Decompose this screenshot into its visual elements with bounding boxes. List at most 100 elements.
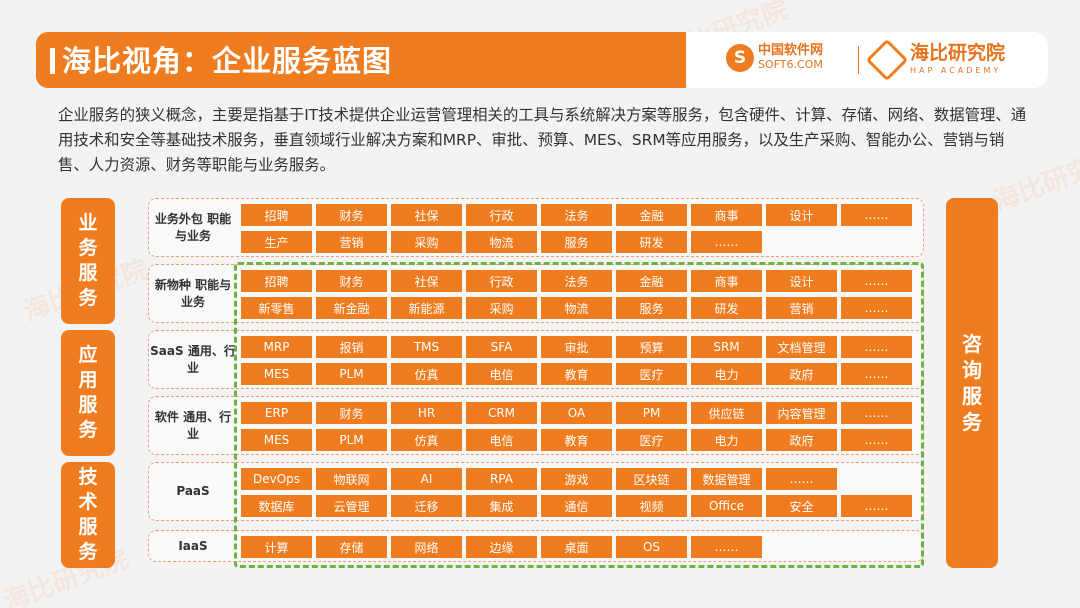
- cell-line: MES PLM 仿真 电信 教育 医疗 电力 政府……: [241, 429, 916, 451]
- service-row: SaaS 通用、行业 MRP 报销 TMS SFA 审批 预算 SRM 文档管理…… MES PLM…: [148, 330, 924, 389]
- service-cell: 边缘: [466, 536, 537, 558]
- service-cell: 内容管理: [766, 402, 837, 424]
- service-cell: 采购: [466, 297, 537, 319]
- service-cell: 报销: [316, 336, 387, 358]
- service-cell: 医疗: [616, 363, 687, 385]
- sidebar-label: 技术服务: [78, 466, 98, 563]
- service-cell: 研发: [616, 231, 687, 253]
- service-cell: ……: [841, 429, 912, 451]
- cell-line: 招聘 财务 社保 行政 法务 金融 商事 设计……: [241, 270, 916, 292]
- service-cell: 财务: [316, 204, 387, 226]
- service-cell: 设计: [766, 270, 837, 292]
- service-cell: 法务: [541, 204, 612, 226]
- service-cell: 营销: [766, 297, 837, 319]
- service-cell: 桌面: [541, 536, 612, 558]
- service-row: PaaS DevOps 物联网 AI RPA 游戏 区块链 数据管理…… 数据库 云管理 迁移 集成通…: [148, 462, 924, 521]
- service-row: 软件 通用、行业 ERP 财务 HR CRM OA PM 供应链 内容管理…… MES PLM 仿真电…: [148, 396, 924, 455]
- service-cell: 教育: [541, 429, 612, 451]
- soft6-logo-en: SOFT6.COM: [758, 58, 823, 71]
- service-cell: 行政: [466, 204, 537, 226]
- service-cell: 行政: [466, 270, 537, 292]
- sidebar-application-services: 应用服务: [61, 330, 115, 456]
- service-cell: 商事: [691, 204, 762, 226]
- service-cell: 法务: [541, 270, 612, 292]
- service-cell: 金融: [616, 204, 687, 226]
- service-row: IaaS 计算 存储 网络 边缘 桌面 OS……: [148, 530, 924, 562]
- service-row: 新物种 职能与业务 招聘 财务 社保 行政 法务 金融 商事 设计…… 新零售 新金融 新能源 采购 物流…: [148, 264, 924, 323]
- service-cell: 迁移: [391, 495, 462, 517]
- cell-line: 计算 存储 网络 边缘 桌面 OS……: [241, 536, 766, 558]
- service-cell: MRP: [241, 336, 312, 358]
- row-label: IaaS: [178, 538, 208, 553]
- service-cell: 网络: [391, 536, 462, 558]
- row-cells: 招聘 财务 社保 行政 法务 金融 商事 设计…… 生产 营销 采购 物流 服务 研发……: [241, 204, 916, 258]
- service-cell: 计算: [241, 536, 312, 558]
- service-row: 业务外包 职能与业务 招聘 财务 社保 行政 法务 金融 商事 设计…… 生产 营销 采购 物流 服务 研发…: [148, 198, 924, 257]
- service-cell: 仿真: [391, 429, 462, 451]
- service-cell: PM: [616, 402, 687, 424]
- service-cell: 视频: [616, 495, 687, 517]
- service-cell: MES: [241, 363, 312, 385]
- service-cell: 服务: [616, 297, 687, 319]
- service-cell: ……: [841, 495, 912, 517]
- service-cell: 教育: [541, 363, 612, 385]
- soft6-logo-cn: 中国软件网: [758, 43, 824, 58]
- service-cell: 金融: [616, 270, 687, 292]
- service-cell: 物流: [541, 297, 612, 319]
- cell-line: MRP 报销 TMS SFA 审批 预算 SRM 文档管理……: [241, 336, 916, 358]
- sidebar-label: 咨询服务: [962, 332, 982, 434]
- service-cell: ……: [766, 468, 837, 490]
- service-cell: 集成: [466, 495, 537, 517]
- sidebar-business-services: 业务服务: [61, 198, 115, 324]
- soft6-logo: S 中国软件网 SOFT6.COM: [726, 44, 823, 72]
- service-cell: ……: [841, 402, 912, 424]
- sidebar-consulting-services: 咨询服务: [946, 198, 998, 568]
- cell-line: ERP 财务 HR CRM OA PM 供应链 内容管理……: [241, 402, 916, 424]
- row-cells: MRP 报销 TMS SFA 审批 预算 SRM 文档管理…… MES PLM 仿真 电信 教育 医疗 电力…: [241, 336, 916, 390]
- sidebar-tech-services: 技术服务: [61, 462, 115, 568]
- service-cell: RPA: [466, 468, 537, 490]
- service-cell: 仿真: [391, 363, 462, 385]
- service-cell: Office: [691, 495, 762, 517]
- service-cell: 游戏: [541, 468, 612, 490]
- service-cell: PLM: [316, 429, 387, 451]
- service-cell: 数据管理: [691, 468, 762, 490]
- cell-line: 数据库 云管理 迁移 集成 通信 视频 Office 安全……: [241, 495, 916, 517]
- soft6-logo-icon: S: [726, 44, 754, 72]
- service-cell: PLM: [316, 363, 387, 385]
- service-cell: 服务: [541, 231, 612, 253]
- service-cell: ……: [691, 536, 762, 558]
- cell-line: 生产 营销 采购 物流 服务 研发……: [241, 231, 916, 253]
- service-cell: 政府: [766, 429, 837, 451]
- service-cell: MES: [241, 429, 312, 451]
- service-cell: 物流: [466, 231, 537, 253]
- service-cell: 预算: [616, 336, 687, 358]
- service-cell: 商事: [691, 270, 762, 292]
- service-cell: AI: [391, 468, 462, 490]
- service-cell: 生产: [241, 231, 312, 253]
- service-cell: 招聘: [241, 270, 312, 292]
- service-cell: 政府: [766, 363, 837, 385]
- service-cell: 研发: [691, 297, 762, 319]
- service-cell: 采购: [391, 231, 462, 253]
- row-label: 软件 通用、行业: [154, 409, 232, 441]
- title-bar: 海比视角：企业服务蓝图 S 中国软件网 SOFT6.COM 海比研究院 HAP …: [36, 32, 1048, 88]
- service-cell: 招聘: [241, 204, 312, 226]
- cell-line: 招聘 财务 社保 行政 法务 金融 商事 设计……: [241, 204, 916, 226]
- service-cell: 电信: [466, 363, 537, 385]
- row-label: 新物种 职能与业务: [154, 277, 232, 309]
- row-cells: 计算 存储 网络 边缘 桌面 OS……: [241, 536, 766, 563]
- service-cell: SRM: [691, 336, 762, 358]
- service-cell: 电力: [691, 429, 762, 451]
- service-cell: 云管理: [316, 495, 387, 517]
- service-cell: 文档管理: [766, 336, 837, 358]
- service-cell: DevOps: [241, 468, 312, 490]
- service-cell: ……: [841, 297, 912, 319]
- service-cell: 区块链: [616, 468, 687, 490]
- service-cell: HR: [391, 402, 462, 424]
- page-title: 海比视角：企业服务蓝图: [62, 44, 393, 78]
- sidebar-label: 业务服务: [78, 212, 98, 309]
- hap-logo-icon: [865, 38, 909, 82]
- row-label: 业务外包 职能与业务: [154, 211, 232, 243]
- service-cell: OS: [616, 536, 687, 558]
